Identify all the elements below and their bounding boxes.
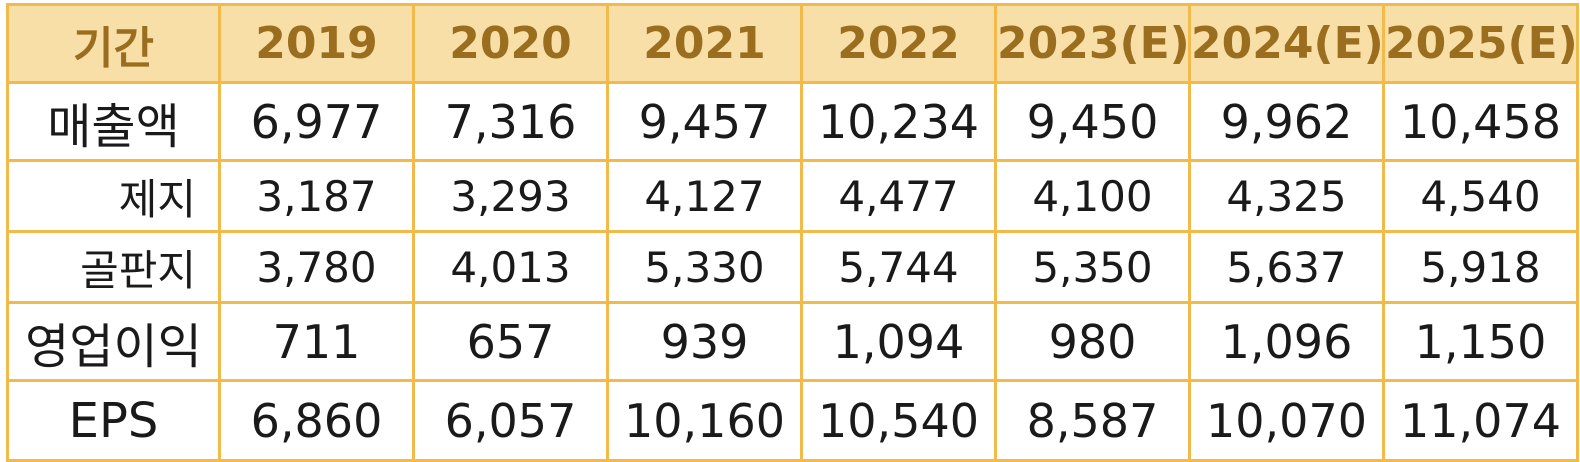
table-cell: 657 (412, 301, 609, 382)
table-cell: 711 (218, 301, 415, 382)
header-year: 2021 (606, 3, 803, 84)
row-label: 골판지 (6, 230, 221, 304)
table-row-revenue: 매출액 6,977 7,316 9,457 10,234 9,450 9,962… (6, 81, 1579, 162)
table-cell: 9,962 (1188, 81, 1385, 162)
table-cell: 8,587 (994, 379, 1191, 462)
row-label: 매출액 (6, 81, 221, 162)
row-label: EPS (6, 379, 221, 462)
table-row-eps: EPS 6,860 6,057 10,160 10,540 8,587 10,0… (6, 379, 1579, 462)
table-cell: 1,096 (1188, 301, 1385, 382)
financial-summary-table: 기간 2019 2020 2021 2022 2023(E) 2024(E) 2… (6, 3, 1579, 462)
header-year: 2019 (218, 3, 415, 84)
table-cell: 5,350 (994, 230, 1191, 304)
table-cell: 10,458 (1382, 81, 1579, 162)
table-cell: 4,127 (606, 159, 803, 233)
table-cell: 5,637 (1188, 230, 1385, 304)
row-label: 제지 (6, 159, 221, 233)
table-cell: 5,918 (1382, 230, 1579, 304)
table-cell: 9,450 (994, 81, 1191, 162)
table-cell: 4,477 (800, 159, 997, 233)
header-period: 기간 (6, 3, 221, 84)
header-year: 2024(E) (1188, 3, 1385, 84)
table-cell: 3,293 (412, 159, 609, 233)
row-label: 영업이익 (6, 301, 221, 382)
table-cell: 10,160 (606, 379, 803, 462)
table-cell: 10,540 (800, 379, 997, 462)
header-year: 2020 (412, 3, 609, 84)
table-cell: 939 (606, 301, 803, 382)
table-cell: 980 (994, 301, 1191, 382)
table-cell: 1,094 (800, 301, 997, 382)
header-year: 2023(E) (994, 3, 1191, 84)
table-cell: 5,744 (800, 230, 997, 304)
header-year: 2025(E) (1382, 3, 1579, 84)
table-cell: 5,330 (606, 230, 803, 304)
table-cell: 4,100 (994, 159, 1191, 233)
table-cell: 11,074 (1382, 379, 1579, 462)
table-cell: 10,234 (800, 81, 997, 162)
table-cell: 3,187 (218, 159, 415, 233)
table-row-corrugated: 골판지 3,780 4,013 5,330 5,744 5,350 5,637 … (6, 230, 1579, 304)
table-cell: 6,860 (218, 379, 415, 462)
table-cell: 6,977 (218, 81, 415, 162)
table-cell: 4,325 (1188, 159, 1385, 233)
table-cell: 7,316 (412, 81, 609, 162)
table-cell: 4,013 (412, 230, 609, 304)
table-cell: 10,070 (1188, 379, 1385, 462)
table-cell: 9,457 (606, 81, 803, 162)
table-row-paper: 제지 3,187 3,293 4,127 4,477 4,100 4,325 4… (6, 159, 1579, 233)
table-cell: 3,780 (218, 230, 415, 304)
header-row: 기간 2019 2020 2021 2022 2023(E) 2024(E) 2… (6, 3, 1579, 84)
table-cell: 6,057 (412, 379, 609, 462)
header-year: 2022 (800, 3, 997, 84)
table-cell: 1,150 (1382, 301, 1579, 382)
table-row-operating-profit: 영업이익 711 657 939 1,094 980 1,096 1,150 (6, 301, 1579, 382)
table-cell: 4,540 (1382, 159, 1579, 233)
